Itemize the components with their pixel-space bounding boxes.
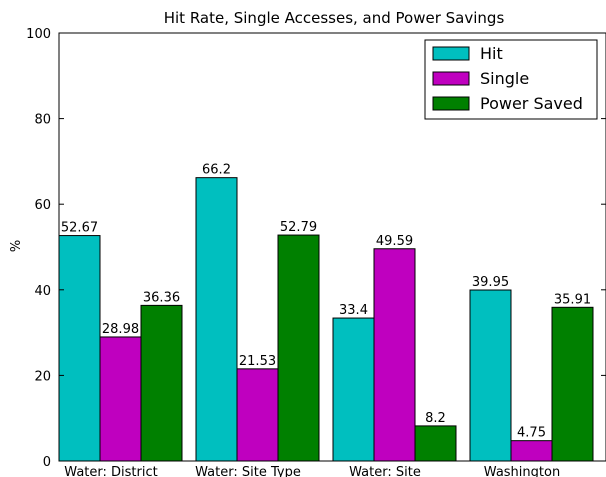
y-tick-label-20: 20 xyxy=(34,369,51,384)
y-tick-label-40: 40 xyxy=(34,284,51,299)
legend: Hit Single Power Saved xyxy=(424,39,598,120)
bar-hit-water-district xyxy=(58,235,101,462)
data-label-power-saved-water-district: 36.36 xyxy=(143,290,180,305)
data-label-single-washington: 4.75 xyxy=(517,426,546,441)
legend-swatch-single xyxy=(432,71,470,86)
legend-label-single: Single xyxy=(480,69,529,88)
ticks-layer: Water: District Water: Site Type Water: Si… xyxy=(26,27,606,477)
bar-hit-washington xyxy=(469,289,512,462)
x-tick-label-washington: Washington xyxy=(484,465,560,477)
data-label-single-water-site: 49.59 xyxy=(376,234,413,249)
data-labels-layer: 52.67 28.98 36.36 66.2 21.53 52.79 33.4 49.59 8.… xyxy=(61,163,591,441)
legend-swatch-hit xyxy=(432,46,470,61)
chart-title: Hit Rate, Single Accesses, and Power Sav… xyxy=(164,9,505,27)
legend-label-power-saved: Power Saved xyxy=(480,94,583,113)
bar-hit-water-site xyxy=(332,317,375,462)
bar-single-water-site-type xyxy=(236,368,279,462)
x-tick-label-water-site: Water: Site xyxy=(349,465,421,477)
bar-power-saved-water-site xyxy=(414,425,457,462)
x-tick-label-water-district: Water: District xyxy=(64,465,157,477)
data-label-power-saved-water-site: 8.2 xyxy=(425,411,446,426)
data-label-power-saved-washington: 35.91 xyxy=(554,292,591,307)
bar-single-water-district xyxy=(99,336,142,462)
x-tick-label-water-site-type: Water: Site Type xyxy=(195,465,301,477)
y-tick-label-80: 80 xyxy=(34,113,51,128)
bars-layer xyxy=(58,177,594,462)
bar-single-water-site xyxy=(373,248,416,462)
data-label-hit-washington: 39.95 xyxy=(472,275,509,290)
legend-label-hit: Hit xyxy=(480,44,503,63)
data-label-hit-water-site: 33.4 xyxy=(339,303,368,318)
data-label-hit-water-site-type: 66.2 xyxy=(202,163,231,178)
data-label-power-saved-water-site-type: 52.79 xyxy=(280,220,317,235)
data-label-single-water-site-type: 21.53 xyxy=(239,354,276,369)
bar-single-washington xyxy=(510,440,553,462)
bar-power-saved-water-site-type xyxy=(277,234,320,462)
y-tick-label-60: 60 xyxy=(34,198,51,213)
data-label-hit-water-district: 52.67 xyxy=(61,221,98,236)
bar-hit-water-site-type xyxy=(195,177,238,462)
legend-swatch-power-saved xyxy=(432,96,470,111)
data-label-single-water-district: 28.98 xyxy=(102,322,139,337)
y-tick-label-100: 100 xyxy=(26,27,51,42)
y-tick-label-0: 0 xyxy=(43,455,51,470)
bar-power-saved-water-district xyxy=(140,304,183,462)
y-axis-label: % xyxy=(9,240,24,252)
bar-power-saved-washington xyxy=(551,306,594,462)
